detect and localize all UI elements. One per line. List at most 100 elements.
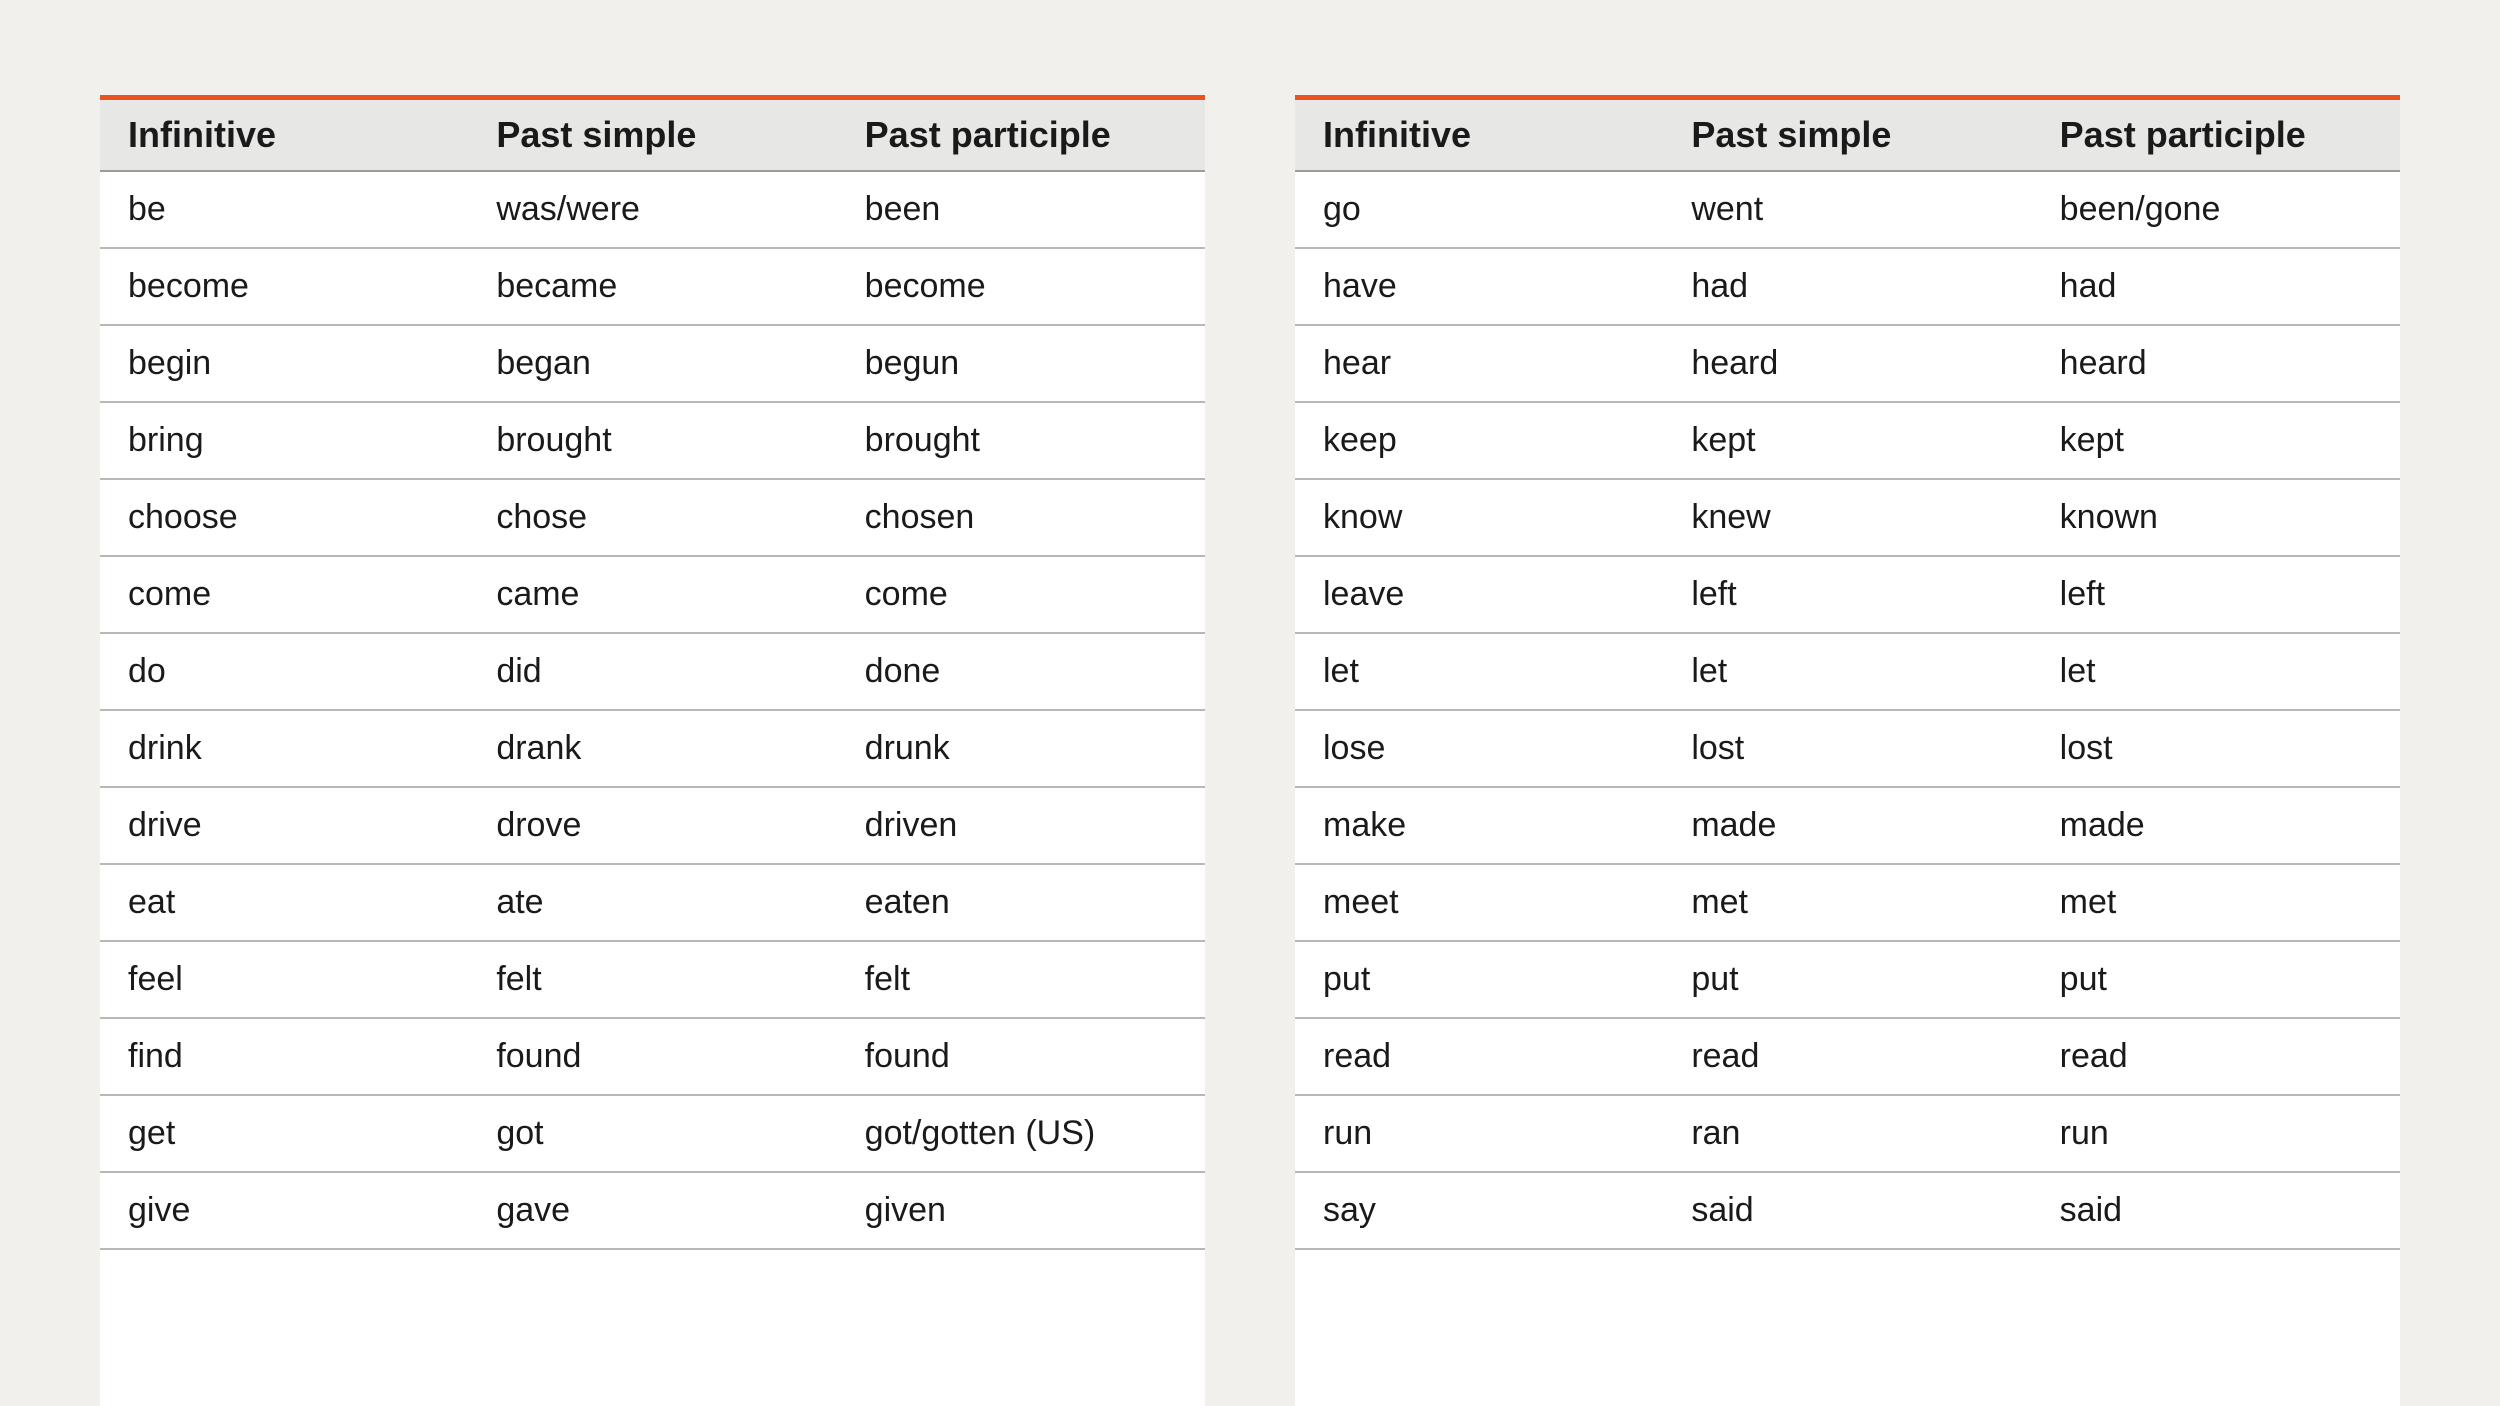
table-row: hearheardheard — [1295, 326, 2400, 403]
table-row: eatateeaten — [100, 865, 1205, 942]
table-cell: lost — [1663, 711, 2031, 786]
table-cell: ate — [468, 865, 836, 940]
table-row: comecamecome — [100, 557, 1205, 634]
table-cell: got/gotten (US) — [837, 1096, 1205, 1171]
col-header-past-simple: Past simple — [468, 100, 836, 170]
table-row: knowknewknown — [1295, 480, 2400, 557]
table-cell: kept — [2032, 403, 2400, 478]
table-cell: begun — [837, 326, 1205, 401]
table-cell: find — [100, 1019, 468, 1094]
table-row: becomebecamebecome — [100, 249, 1205, 326]
table-cell: given — [837, 1173, 1205, 1248]
table-cell: became — [468, 249, 836, 324]
table-cell: choose — [100, 480, 468, 555]
table-body-right: gowentbeen/gonehavehadhadhearheardheardk… — [1295, 172, 2400, 1250]
table-cell: been — [837, 172, 1205, 247]
col-header-past-participle: Past participle — [2032, 100, 2400, 170]
table-cell: drove — [468, 788, 836, 863]
table-cell: driven — [837, 788, 1205, 863]
table-row: makemademade — [1295, 788, 2400, 865]
table-cell: become — [837, 249, 1205, 324]
table-cell: put — [1663, 942, 2031, 1017]
table-cell: let — [2032, 634, 2400, 709]
table-row: gowentbeen/gone — [1295, 172, 2400, 249]
table-cell: let — [1663, 634, 2031, 709]
table-cell: brought — [837, 403, 1205, 478]
table-cell: lost — [2032, 711, 2400, 786]
table-cell: felt — [468, 942, 836, 1017]
verb-table-left: Infinitive Past simple Past participle b… — [100, 95, 1205, 1406]
table-cell: get — [100, 1096, 468, 1171]
table-cell: said — [1663, 1173, 2031, 1248]
table-cell: read — [1295, 1019, 1663, 1094]
table-cell: said — [2032, 1173, 2400, 1248]
table-cell: read — [2032, 1019, 2400, 1094]
table-cell: had — [2032, 249, 2400, 324]
table-row: feelfeltfelt — [100, 942, 1205, 1019]
table-cell: come — [100, 557, 468, 632]
table-row: meetmetmet — [1295, 865, 2400, 942]
table-cell: chosen — [837, 480, 1205, 555]
table-row: letletlet — [1295, 634, 2400, 711]
table-cell: leave — [1295, 557, 1663, 632]
table-cell: felt — [837, 942, 1205, 1017]
table-row: bewas/werebeen — [100, 172, 1205, 249]
table-cell: run — [1295, 1096, 1663, 1171]
table-cell: bring — [100, 403, 468, 478]
table-cell: drive — [100, 788, 468, 863]
table-row: findfoundfound — [100, 1019, 1205, 1096]
table-cell: give — [100, 1173, 468, 1248]
table-cell: made — [1663, 788, 2031, 863]
table-cell: drink — [100, 711, 468, 786]
table-cell: gave — [468, 1173, 836, 1248]
table-row: loselostlost — [1295, 711, 2400, 788]
table-row: dodiddone — [100, 634, 1205, 711]
table-cell: eat — [100, 865, 468, 940]
table-cell: keep — [1295, 403, 1663, 478]
table-row: bringbroughtbrought — [100, 403, 1205, 480]
table-row: drivedrovedriven — [100, 788, 1205, 865]
table-cell: ran — [1663, 1096, 2031, 1171]
verb-table-right: Infinitive Past simple Past participle g… — [1295, 95, 2400, 1406]
table-cell: feel — [100, 942, 468, 1017]
table-cell: know — [1295, 480, 1663, 555]
table-row: beginbeganbegun — [100, 326, 1205, 403]
table-cell: meet — [1295, 865, 1663, 940]
table-cell: drunk — [837, 711, 1205, 786]
table-cell: had — [1663, 249, 2031, 324]
table-row: leaveleftleft — [1295, 557, 2400, 634]
table-cell: put — [1295, 942, 1663, 1017]
table-cell: drank — [468, 711, 836, 786]
table-cell: go — [1295, 172, 1663, 247]
col-header-past-participle: Past participle — [837, 100, 1205, 170]
table-cell: got — [468, 1096, 836, 1171]
table-cell: did — [468, 634, 836, 709]
table-cell: done — [837, 634, 1205, 709]
table-cell: do — [100, 634, 468, 709]
table-row: keepkeptkept — [1295, 403, 2400, 480]
table-cell: made — [2032, 788, 2400, 863]
table-cell: let — [1295, 634, 1663, 709]
table-cell: lose — [1295, 711, 1663, 786]
table-cell: say — [1295, 1173, 1663, 1248]
table-row: givegavegiven — [100, 1173, 1205, 1250]
table-cell: come — [837, 557, 1205, 632]
table-cell: found — [837, 1019, 1205, 1094]
table-header: Infinitive Past simple Past participle — [1295, 100, 2400, 172]
table-cell: eaten — [837, 865, 1205, 940]
table-cell: left — [2032, 557, 2400, 632]
col-header-past-simple: Past simple — [1663, 100, 2031, 170]
table-cell: left — [1663, 557, 2031, 632]
table-cell: make — [1295, 788, 1663, 863]
table-row: getgotgot/gotten (US) — [100, 1096, 1205, 1173]
table-cell: begin — [100, 326, 468, 401]
table-cell: be — [100, 172, 468, 247]
table-cell: was/were — [468, 172, 836, 247]
table-cell: found — [468, 1019, 836, 1094]
col-header-infinitive: Infinitive — [1295, 100, 1663, 170]
table-cell: have — [1295, 249, 1663, 324]
table-cell: kept — [1663, 403, 2031, 478]
table-header: Infinitive Past simple Past participle — [100, 100, 1205, 172]
table-cell: met — [2032, 865, 2400, 940]
table-cell: began — [468, 326, 836, 401]
